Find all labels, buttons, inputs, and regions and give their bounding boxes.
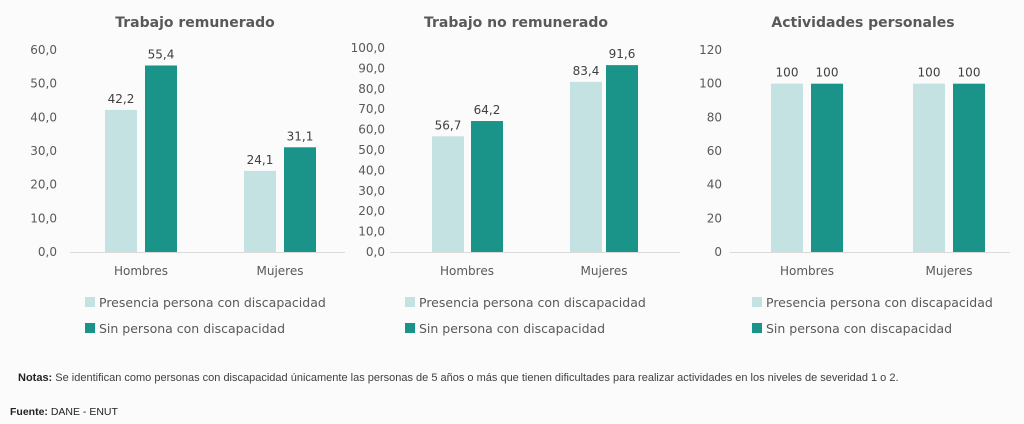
x-tick-label: Mujeres <box>926 264 973 278</box>
y-tick-label: 50,0 <box>358 143 385 157</box>
data-label: 56,7 <box>435 118 462 132</box>
data-label: 100 <box>816 66 839 80</box>
bar <box>244 170 276 252</box>
bar <box>913 83 945 253</box>
charts-canvas: Trabajo remunerado 0,0 10,0 20,0 30,0 40,0 50,… <box>30 15 1010 278</box>
y-tick-label: 90,0 <box>358 61 385 75</box>
bar <box>145 65 177 252</box>
x-tick-label: Hombres <box>114 264 168 278</box>
y-tick-label: 100,0 <box>351 41 385 55</box>
x-tick-label: Hombres <box>440 264 494 278</box>
legend-item-presencia: Presencia persona con discapacidad <box>752 294 993 310</box>
legend-chart-2: Presencia persona con discapacidad Sin p… <box>405 294 646 346</box>
y-tick-label: 30,0 <box>30 144 57 158</box>
legend-swatch <box>85 323 95 333</box>
legend-label: Presencia persona con discapacidad <box>99 294 326 310</box>
notes: Notas: Se identifican como personas con … <box>18 371 978 385</box>
data-label: 31,1 <box>287 129 314 143</box>
y-tick-label: 100 <box>699 77 722 91</box>
x-tick-label: Hombres <box>780 264 834 278</box>
y-tick-label: 40 <box>707 178 722 192</box>
y-tick-label: 60,0 <box>358 123 385 137</box>
bar <box>105 109 137 252</box>
y-tick-label: 20,0 <box>358 204 385 218</box>
data-label: 91,6 <box>609 47 636 61</box>
bar <box>570 81 602 252</box>
y-tick-label: 50,0 <box>30 77 57 91</box>
y-tick-label: 40,0 <box>30 110 57 124</box>
data-label: 100 <box>918 66 941 80</box>
bar <box>606 65 638 252</box>
legend-label: Sin persona con discapacidad <box>99 320 286 336</box>
y-tick-label: 60,0 <box>30 43 57 57</box>
legend-item-sin: Sin persona con discapacidad <box>752 320 993 336</box>
chart-title: Actividades personales <box>771 15 954 31</box>
legend-item-presencia: Presencia persona con discapacidad <box>85 294 326 310</box>
notes-text: Se identifican como personas con discapa… <box>52 372 899 384</box>
bar <box>284 147 316 252</box>
y-tick-label: 0,0 <box>366 245 385 259</box>
legend-chart-3: Presencia persona con discapacidad Sin p… <box>752 294 993 346</box>
y-tick-label: 80 <box>707 110 722 124</box>
bar <box>432 136 464 252</box>
chart-title: Trabajo remunerado <box>115 15 275 31</box>
source: Fuente: DANE - ENUT <box>10 406 118 418</box>
legend-label: Presencia persona con discapacidad <box>766 294 993 310</box>
legend-chart-1: Presencia persona con discapacidad Sin p… <box>85 294 326 346</box>
bar <box>471 121 503 252</box>
bar <box>953 83 985 253</box>
y-tick-label: 30,0 <box>358 184 385 198</box>
legend-swatch <box>752 323 762 333</box>
chart-title: Trabajo no remunerado <box>424 15 608 31</box>
y-tick-label: 20 <box>707 211 722 225</box>
legend-swatch <box>85 297 95 307</box>
legend-swatch <box>405 323 415 333</box>
data-label: 83,4 <box>573 64 600 78</box>
legend-label: Sin persona con discapacidad <box>766 320 953 336</box>
bar <box>771 83 803 253</box>
legend-label: Presencia persona con discapacidad <box>419 294 646 310</box>
x-tick-label: Mujeres <box>581 264 628 278</box>
y-tick-label: 20,0 <box>30 178 57 192</box>
legend-swatch <box>405 297 415 307</box>
source-text: DANE - ENUT <box>47 406 118 418</box>
data-label: 100 <box>958 66 981 80</box>
y-tick-label: 40,0 <box>358 163 385 177</box>
legend-swatch <box>752 297 762 307</box>
notes-label: Notas: <box>18 372 53 384</box>
legend-item-sin: Sin persona con discapacidad <box>85 320 326 336</box>
y-tick-label: 0,0 <box>38 245 57 259</box>
y-tick-label: 70,0 <box>358 102 385 116</box>
y-tick-label: 10,0 <box>358 225 385 239</box>
legend-label: Sin persona con discapacidad <box>419 320 606 336</box>
source-label: Fuente: <box>10 406 48 418</box>
y-tick-label: 120 <box>699 43 722 57</box>
y-tick-label: 60 <box>707 144 722 158</box>
x-tick-label: Mujeres <box>257 264 304 278</box>
y-tick-label: 80,0 <box>358 82 385 96</box>
legend-item-presencia: Presencia persona con discapacidad <box>405 294 646 310</box>
data-label: 24,1 <box>247 153 274 167</box>
data-label: 64,2 <box>474 103 501 117</box>
y-tick-label: 0 <box>714 245 722 259</box>
bar <box>811 83 843 253</box>
y-tick-label: 10,0 <box>30 211 57 225</box>
data-label: 100 <box>776 66 799 80</box>
legend-item-sin: Sin persona con discapacidad <box>405 320 646 336</box>
data-label: 55,4 <box>148 47 175 61</box>
data-label: 42,2 <box>108 92 135 106</box>
